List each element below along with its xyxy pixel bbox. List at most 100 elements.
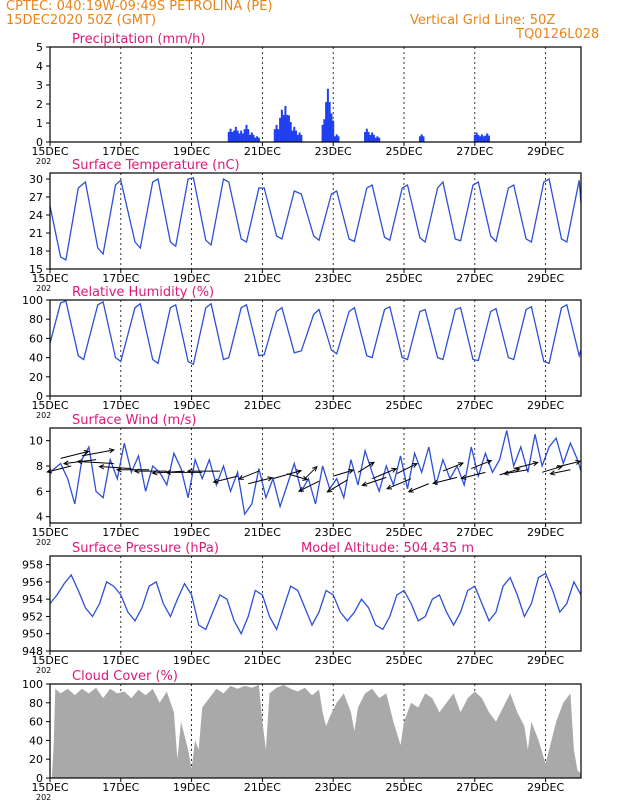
wind-vector xyxy=(333,469,354,477)
rh-series-line xyxy=(49,300,582,366)
precip-xtick-label: 17DEC xyxy=(102,145,139,158)
wind-vector-head xyxy=(98,464,105,470)
temp-ytick-label: 27 xyxy=(29,191,43,204)
wind-vector-head xyxy=(267,476,274,482)
wind-vector xyxy=(461,471,486,479)
precip-bar xyxy=(326,88,329,142)
pressure-series-line xyxy=(49,572,582,636)
wind-vector-head xyxy=(212,478,219,484)
precip-bar xyxy=(369,134,372,142)
wind-vector-head xyxy=(502,470,509,476)
wind-xtick-label: 15DEC xyxy=(31,526,68,539)
rh-ytick-label: 40 xyxy=(29,352,43,365)
precip-ytick-label: 0 xyxy=(36,136,43,149)
temp-ytick-label: 30 xyxy=(29,173,43,186)
temp-xtick-label: 23DEC xyxy=(315,272,352,285)
precip-bar xyxy=(289,122,292,142)
precip-bar xyxy=(482,136,485,142)
wind-xtick-label: 29DEC xyxy=(527,526,564,539)
precip-ytick-label: 3 xyxy=(36,79,43,92)
rh-xtick-label: 29DEC xyxy=(527,399,564,412)
pressure-xtick-label: 15DEC xyxy=(31,654,68,667)
rh-xtick-label: 17DEC xyxy=(102,399,139,412)
precip-bar xyxy=(240,130,243,142)
cloud-xtick-label: 25DEC xyxy=(385,781,422,794)
precip-bar xyxy=(273,129,276,142)
pressure-ytick-label: 948 xyxy=(22,645,43,658)
wind-vector-head xyxy=(457,462,465,468)
precip-xtick-label: 29DEC xyxy=(527,145,564,158)
pressure-ytick-label: 952 xyxy=(22,610,43,623)
wind-vector-head xyxy=(460,474,467,480)
precip-bar xyxy=(279,117,282,142)
wind-vector-head xyxy=(411,463,418,468)
precip-bar xyxy=(257,137,260,142)
wind-vector-head xyxy=(407,487,414,493)
precip-bar xyxy=(238,133,241,142)
precip-xtick-label: 15DEC xyxy=(31,145,68,158)
precip-bar xyxy=(371,132,374,142)
precip-xtick-label: 27DEC xyxy=(456,145,493,158)
pressure-year-stub: 202 xyxy=(36,666,51,675)
precip-bar xyxy=(298,132,301,142)
precip-year-stub: 202 xyxy=(36,157,51,166)
precip-bar xyxy=(479,136,482,142)
wind-vector xyxy=(513,462,538,470)
precip-bar xyxy=(376,136,379,142)
precip-xtick-label: 19DEC xyxy=(173,145,210,158)
precip-bar xyxy=(480,134,483,142)
rh-ytick-label: 0 xyxy=(36,390,43,403)
rh-ytick-label: 80 xyxy=(29,313,43,326)
wind-xtick-label: 25DEC xyxy=(385,526,422,539)
rh-xtick-label: 27DEC xyxy=(456,399,493,412)
pressure-ytick-label: 950 xyxy=(22,628,43,641)
wind-vector xyxy=(357,461,375,473)
wind-xtick-label: 19DEC xyxy=(173,526,210,539)
precip-bar xyxy=(229,128,232,142)
wind-ytick-label: 10 xyxy=(29,435,43,448)
precip-bar xyxy=(287,115,290,142)
temp-xtick-label: 15DEC xyxy=(31,272,68,285)
precip-bar xyxy=(284,105,287,142)
wind-vector-head xyxy=(237,475,244,480)
precip-bar xyxy=(295,130,298,142)
wind-xtick-label: 23DEC xyxy=(315,526,352,539)
wind-vector xyxy=(327,479,348,493)
wind-vector-head xyxy=(115,467,122,473)
temp-title: Surface Temperature (nC) xyxy=(72,158,240,173)
cloud-xtick-label: 19DEC xyxy=(173,781,210,794)
precip-bar xyxy=(487,135,490,142)
precip-xtick-label: 23DEC xyxy=(315,145,352,158)
rh-xtick-label: 19DEC xyxy=(173,399,210,412)
wind-vector-head xyxy=(165,469,171,475)
precip-bar xyxy=(241,133,244,142)
wind-vector-head xyxy=(431,479,439,485)
precip-bar xyxy=(247,129,250,142)
pressure-xtick-label: 17DEC xyxy=(102,654,139,667)
wind-vector xyxy=(248,477,273,485)
cloud-ytick-label: 0 xyxy=(36,772,43,785)
wind-vector-head xyxy=(62,460,69,466)
temp-frame xyxy=(49,172,582,270)
chart-header: CPTEC: 040:19W-09:49S PETROLINA (PE) 15D… xyxy=(0,0,618,42)
precip-ytick-label: 4 xyxy=(36,60,43,73)
rh-xtick-label: 21DEC xyxy=(244,399,281,412)
rh-ytick-label: 100 xyxy=(22,294,43,307)
cloud-xtick-label: 23DEC xyxy=(315,781,352,794)
wind-vector xyxy=(386,478,412,490)
precip-bar xyxy=(332,120,335,142)
wind-vector-head xyxy=(151,470,158,476)
wind-xtick-label: 27DEC xyxy=(456,526,493,539)
station-info: CPTEC: 040:19W-09:49S PETROLINA (PE) xyxy=(6,0,273,14)
wind-vector-head xyxy=(575,459,582,465)
precip-bar xyxy=(374,137,377,142)
pressure-xtick-label: 23DEC xyxy=(315,654,352,667)
cloud-ytick-label: 100 xyxy=(22,678,43,691)
pressure-xtick-label: 25DEC xyxy=(385,654,422,667)
cloud-area xyxy=(50,684,581,778)
precip-bar xyxy=(249,134,252,142)
precip-bar xyxy=(418,136,421,142)
temp-year-stub: 202 xyxy=(36,284,51,293)
wind-vector xyxy=(408,483,429,493)
